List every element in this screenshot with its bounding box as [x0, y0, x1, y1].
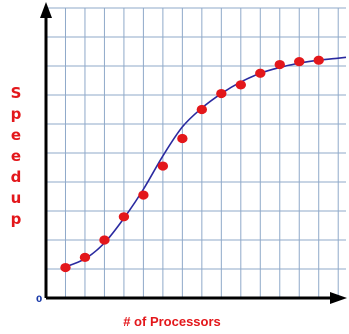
origin-label: 0	[36, 295, 43, 305]
data-point	[196, 104, 208, 115]
data-point	[274, 59, 285, 70]
y-axis-arrowhead	[40, 2, 52, 18]
y-axis-label-letter: u	[10, 189, 22, 207]
chart-grid	[45, 7, 346, 299]
y-axis-label-letter: e	[10, 126, 22, 144]
data-point	[60, 262, 71, 273]
data-point	[216, 88, 227, 99]
chart-axes	[40, 2, 347, 304]
y-axis-label-letter: e	[10, 147, 22, 165]
data-point	[313, 55, 324, 65]
data-point	[235, 80, 247, 90]
y-axis-label-letter: S	[10, 84, 22, 102]
data-points-layer	[60, 55, 324, 273]
data-point	[157, 161, 169, 171]
data-point	[118, 212, 130, 222]
data-point	[294, 57, 305, 67]
data-point	[255, 68, 266, 78]
x-axis-label: # of Processors	[123, 314, 221, 329]
y-axis-label-letter: p	[10, 105, 22, 123]
data-point	[99, 235, 110, 245]
y-axis-label-letter: d	[10, 168, 22, 186]
data-point	[138, 190, 149, 200]
trend-curve-layer	[63, 56, 347, 269]
data-point	[177, 133, 188, 144]
x-axis-arrowhead	[330, 292, 347, 304]
y-axis-label-letter: p	[10, 210, 22, 228]
data-point	[79, 252, 91, 262]
trend-curve	[63, 56, 347, 269]
